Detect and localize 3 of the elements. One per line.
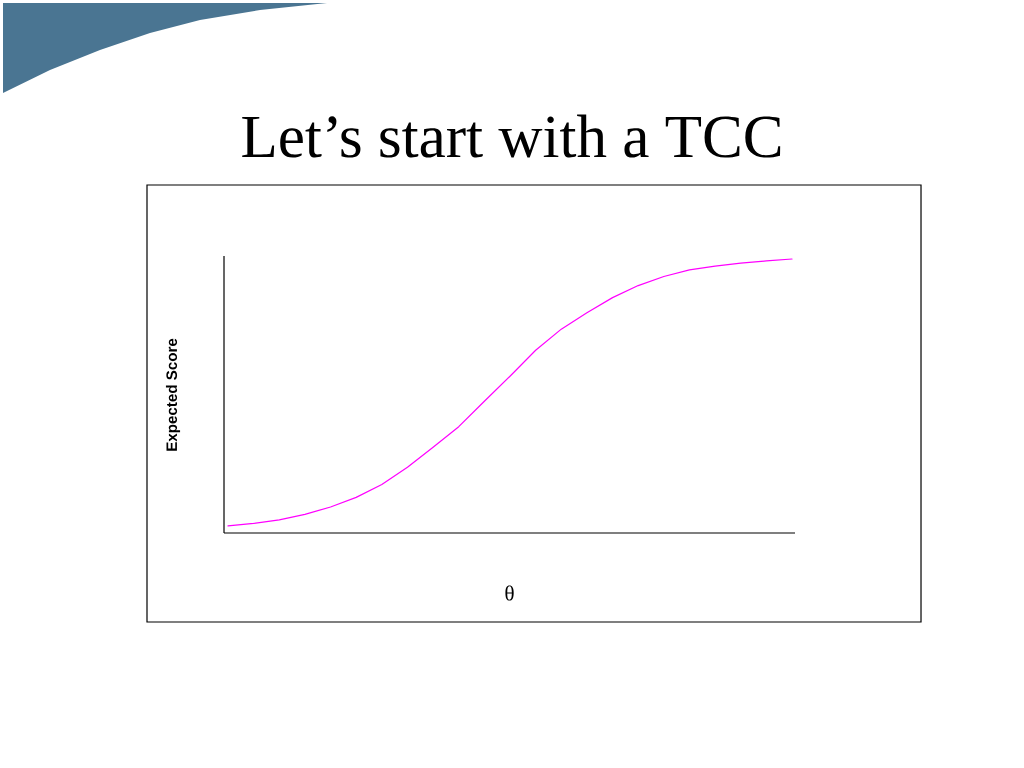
y-axis-title: Expected Score bbox=[165, 338, 181, 451]
chart-title: Let’s start with a TCC bbox=[242, 114, 781, 158]
x-axis-title: θ bbox=[505, 585, 514, 601]
